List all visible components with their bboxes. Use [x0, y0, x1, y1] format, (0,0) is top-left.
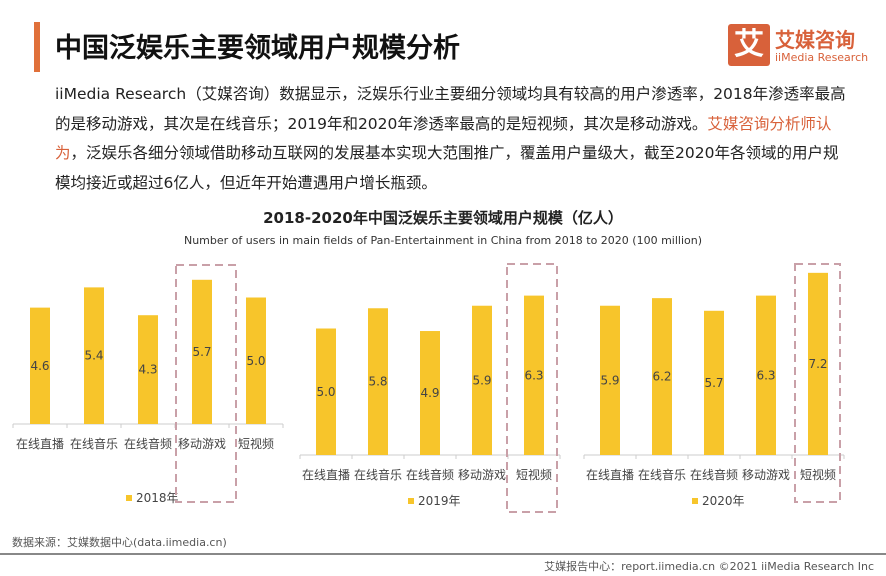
paragraph-text: ，泛娱乐各细分领域借助移动互联网的发展基本实现大范围推广，覆盖用户量级大，截至2… [55, 144, 839, 192]
data-label: 5.8 [368, 375, 387, 389]
data-label: 4.3 [138, 363, 157, 377]
data-label: 7.2 [808, 357, 827, 371]
logo-en: iiMedia Research [775, 51, 869, 64]
x-tick-label: 在线直播 [586, 468, 634, 482]
chart-subtitle: Number of users in main fields of Pan-En… [183, 234, 703, 247]
x-tick-label: 在线音频 [124, 436, 172, 451]
x-tick-label: 短视频 [238, 436, 274, 451]
data-label: 5.7 [704, 376, 723, 390]
x-tick-label: 在线直播 [16, 437, 64, 451]
x-tick-label: 在线音频 [406, 467, 454, 482]
bar [756, 295, 776, 455]
data-label: 5.0 [246, 354, 265, 368]
bar [652, 298, 672, 455]
data-label: 6.2 [652, 370, 671, 384]
footer-divider [0, 553, 886, 555]
chart-title: 2018-2020年中国泛娱乐主要领域用户规模（亿人） [263, 209, 623, 227]
x-tick-label: 移动游戏 [742, 468, 790, 482]
footer-copyright: 艾媒报告中心：report.iimedia.cn ©2021 iiMedia R… [544, 560, 874, 573]
data-label: 5.7 [192, 345, 211, 359]
x-tick-label: 短视频 [800, 467, 836, 482]
x-tick-label: 在线音乐 [354, 467, 402, 482]
summary-paragraph: iiMedia Research（艾媒咨询）数据显示，泛娱乐行业主要细分领域均具… [55, 80, 850, 198]
data-label: 5.9 [600, 373, 619, 387]
bar [192, 279, 212, 424]
highlight-box [794, 263, 841, 503]
x-tick-label: 短视频 [516, 467, 552, 482]
highlight-box [506, 263, 558, 513]
x-tick-label: 移动游戏 [458, 468, 506, 482]
bar [600, 305, 620, 455]
highlight-box [175, 264, 237, 503]
title-accent-bar [34, 22, 40, 72]
logo: 艾 艾媒咨询 iiMedia Research [728, 24, 878, 68]
paragraph-highlight: 艾媒咨询分析师认为 [55, 114, 832, 163]
legend-swatch [126, 495, 132, 501]
bar [30, 307, 50, 424]
x-tick-label: 在线直播 [302, 468, 350, 482]
x-tick-label: 在线音乐 [638, 467, 686, 482]
data-label: 5.9 [472, 373, 491, 387]
bar [316, 328, 336, 455]
data-label: 4.6 [30, 359, 49, 373]
data-label: 6.3 [756, 368, 775, 382]
x-tick-label: 在线音频 [690, 467, 738, 482]
logo-mark: 艾 [728, 24, 770, 66]
bar [524, 295, 544, 455]
bar [472, 305, 492, 455]
legend-label: 2020年 [702, 494, 745, 508]
bar [138, 315, 158, 424]
logo-cn: 艾媒咨询 [775, 28, 855, 52]
legend-swatch [692, 498, 698, 504]
data-label: 5.4 [84, 349, 103, 363]
paragraph-text: iiMedia Research（艾媒咨询）数据显示，泛娱乐行业主要细分领域均具… [55, 85, 846, 133]
legend-label: 2018年 [136, 491, 179, 505]
x-tick-label: 在线音乐 [70, 436, 118, 451]
x-tick-label: 移动游戏 [178, 437, 226, 451]
data-label: 4.9 [420, 386, 439, 400]
data-label: 5.0 [316, 385, 335, 399]
bar [420, 331, 440, 455]
data-label: 6.3 [524, 368, 543, 382]
bar [808, 272, 828, 455]
bar [84, 287, 104, 424]
legend-swatch [408, 498, 414, 504]
bar [704, 310, 724, 455]
bar [368, 308, 388, 455]
data-source: 数据来源：艾媒数据中心(data.iimedia.cn) [12, 536, 227, 549]
legend-label: 2019年 [418, 494, 461, 508]
bar [246, 297, 266, 424]
page-title: 中国泛娱乐主要领域用户规模分析 [55, 33, 460, 64]
